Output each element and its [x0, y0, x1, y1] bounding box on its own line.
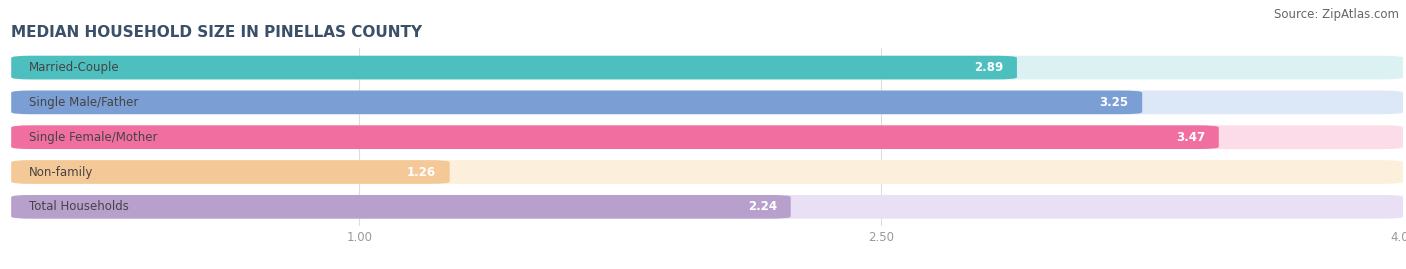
FancyBboxPatch shape [11, 160, 450, 184]
Text: 3.25: 3.25 [1099, 96, 1128, 109]
FancyBboxPatch shape [11, 160, 1403, 184]
FancyBboxPatch shape [11, 195, 790, 219]
Text: Single Female/Mother: Single Female/Mother [28, 131, 157, 144]
FancyBboxPatch shape [11, 56, 1017, 79]
FancyBboxPatch shape [11, 56, 1403, 79]
Text: 2.89: 2.89 [974, 61, 1002, 74]
FancyBboxPatch shape [11, 195, 1403, 219]
Text: Married-Couple: Married-Couple [28, 61, 120, 74]
Text: Total Households: Total Households [28, 200, 128, 213]
FancyBboxPatch shape [11, 91, 1142, 114]
Text: Non-family: Non-family [28, 165, 93, 179]
Text: Single Male/Father: Single Male/Father [28, 96, 138, 109]
Text: 3.47: 3.47 [1175, 131, 1205, 144]
FancyBboxPatch shape [11, 91, 1403, 114]
FancyBboxPatch shape [11, 125, 1219, 149]
FancyBboxPatch shape [11, 125, 1403, 149]
Text: 1.26: 1.26 [406, 165, 436, 179]
Text: MEDIAN HOUSEHOLD SIZE IN PINELLAS COUNTY: MEDIAN HOUSEHOLD SIZE IN PINELLAS COUNTY [11, 25, 422, 40]
Text: Source: ZipAtlas.com: Source: ZipAtlas.com [1274, 8, 1399, 21]
Text: 2.24: 2.24 [748, 200, 778, 213]
